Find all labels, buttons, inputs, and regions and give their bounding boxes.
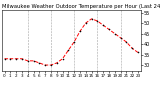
Text: Milwaukee Weather Outdoor Temperature per Hour (Last 24 Hours): Milwaukee Weather Outdoor Temperature pe… — [2, 4, 160, 9]
